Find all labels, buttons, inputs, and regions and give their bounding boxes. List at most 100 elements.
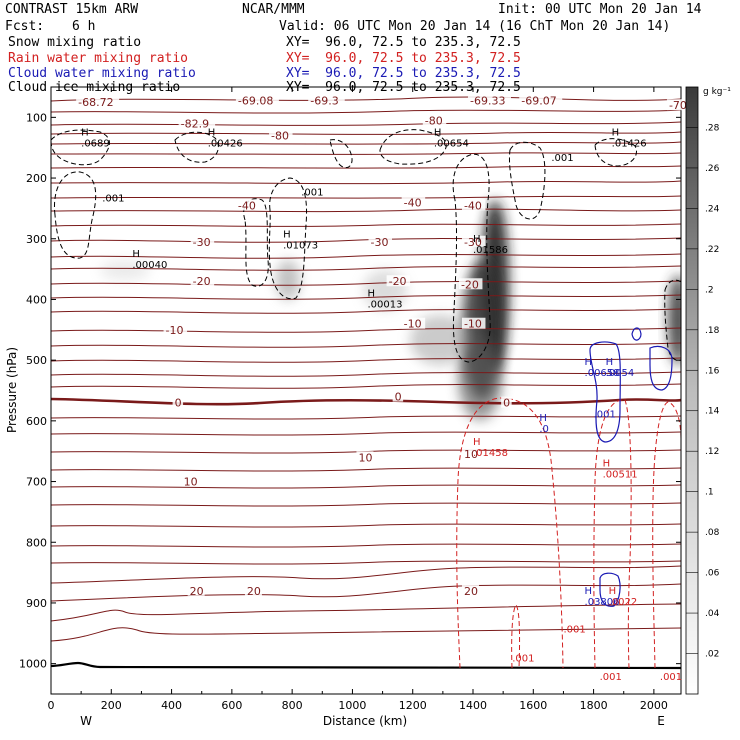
isotherm-label: -40 bbox=[404, 196, 422, 209]
isotherm-label: -20 bbox=[389, 275, 407, 288]
isotherm-label-bg bbox=[190, 275, 215, 287]
colorbar-tick-label: .22 bbox=[705, 245, 719, 255]
rain-water-contours bbox=[456, 397, 681, 669]
isotherm-label-bg bbox=[244, 584, 262, 596]
max-value-label: .00654 bbox=[434, 139, 469, 150]
max-marker-h: H bbox=[606, 357, 614, 368]
isotherm-label: -10 bbox=[464, 318, 482, 331]
max-marker-h: H bbox=[81, 128, 89, 139]
isotherm-label: -30 bbox=[371, 236, 389, 249]
plot-frame bbox=[50, 86, 682, 695]
max-value-label: .01586 bbox=[473, 245, 508, 256]
max-value-label: .01426 bbox=[612, 139, 647, 150]
field-label-cloud-ice: Cloud ice mixing ratio bbox=[8, 80, 181, 95]
max-value-label: .03806 bbox=[585, 597, 620, 608]
isotherm-label-bg bbox=[235, 199, 260, 211]
field-xy-rain: XY= 96.0, 72.5 to 235.3, 72.5 bbox=[286, 51, 521, 66]
x-tick-label: 1800 bbox=[580, 699, 608, 712]
colorbar-tick-label: .16 bbox=[705, 366, 720, 376]
isotherm-label: -69.3 bbox=[310, 94, 338, 107]
isotherm-label: -70 bbox=[669, 99, 687, 112]
isotherm-label: -20 bbox=[193, 275, 211, 288]
west-end-label: W bbox=[80, 714, 92, 728]
isotherm-label: -30 bbox=[193, 236, 211, 249]
valid-time: Valid: 06 UTC Mon 20 Jan 14 (16 ChT Mon … bbox=[279, 19, 671, 34]
colorbar-tick-label: .26 bbox=[705, 164, 720, 174]
contour-value-label: .001 bbox=[600, 672, 622, 683]
y-tick-label: 100 bbox=[26, 111, 47, 124]
contour-value-label: .001 bbox=[563, 624, 585, 635]
max-value-label: .00040 bbox=[132, 260, 167, 271]
x-tick-label: 0 bbox=[48, 699, 55, 712]
isotherm-label: 20 bbox=[190, 585, 204, 598]
isotherm-label-bg bbox=[356, 451, 374, 463]
isotherm-label-bg bbox=[501, 396, 512, 408]
y-tick-label: 900 bbox=[26, 597, 47, 610]
org-label: NCAR/MMM bbox=[242, 2, 305, 17]
max-marker-h: H bbox=[609, 586, 617, 597]
y-tick-label: 400 bbox=[26, 293, 47, 306]
isotherm-label-bg bbox=[458, 278, 483, 290]
max-value-label: .00511 bbox=[603, 469, 638, 480]
isotherm-label: 10 bbox=[358, 451, 372, 464]
x-tick-label: 1400 bbox=[459, 699, 487, 712]
x-tick-label: 200 bbox=[101, 699, 122, 712]
max-marker-h: H bbox=[473, 234, 481, 245]
isotherm-label: -80 bbox=[271, 130, 289, 143]
max-value-label: .01073 bbox=[283, 241, 318, 252]
isotherm-label: 0 bbox=[503, 397, 510, 410]
contour-value-label: .001 bbox=[594, 410, 616, 421]
x-tick-label: 2000 bbox=[640, 699, 668, 712]
contour-value-label: .001 bbox=[102, 193, 124, 204]
isotherm-label-bg bbox=[308, 94, 345, 106]
max-marker-h: H bbox=[208, 128, 216, 139]
isotherm-label-bg bbox=[666, 99, 691, 111]
max-marker-h: H bbox=[473, 437, 481, 448]
contour-value-label: .001 bbox=[301, 187, 323, 198]
max-marker-h: H bbox=[434, 128, 442, 139]
y-tick-label: 600 bbox=[26, 415, 47, 428]
isotherm-label-bg bbox=[368, 235, 393, 247]
maximum-labels: H.0689H.00426H.00654H.01426H.00040H.0107… bbox=[81, 128, 647, 608]
cloud-water-contours bbox=[589, 327, 673, 607]
isotherm-label: -20 bbox=[461, 278, 479, 291]
temperature-isotherms bbox=[51, 96, 681, 642]
x-axis: 0 200 400 600 800 1000 1200 1400 1600 1800 2000 bbox=[48, 87, 668, 712]
isotherm-label: 10 bbox=[464, 448, 478, 461]
colorbar-tick-label: .14 bbox=[705, 407, 720, 417]
field-label-cloud-water: Cloud water mixing ratio bbox=[8, 66, 196, 81]
x-tick-label: 400 bbox=[161, 699, 182, 712]
isotherm-label: -69.08 bbox=[238, 94, 273, 107]
max-value-label: .00013 bbox=[368, 299, 403, 310]
forecast-hours: 6 h bbox=[72, 19, 96, 34]
y-tick-label: 300 bbox=[26, 233, 47, 246]
field-label-snow: Snow mixing ratio bbox=[8, 35, 142, 50]
x-axis-label: Distance (km) bbox=[323, 714, 407, 728]
x-tick-label: 600 bbox=[221, 699, 242, 712]
y-tick-label: 700 bbox=[26, 476, 47, 489]
max-value-label: .0054 bbox=[606, 368, 635, 379]
x-tick-label: 1600 bbox=[519, 699, 547, 712]
max-marker-h: H bbox=[612, 128, 620, 139]
model-title: CONTRAST 15km ARW bbox=[5, 2, 139, 17]
isotherm-label: 20 bbox=[247, 585, 261, 598]
isotherm-label-bg bbox=[401, 196, 426, 208]
contour-value-labels: .001 .001 .001 .001 .001 .001 .001 .001 bbox=[102, 153, 682, 683]
x-tick-label: 800 bbox=[282, 699, 303, 712]
colorbar-unit: g kg⁻¹ bbox=[703, 87, 731, 97]
contour-value-label: .001 bbox=[551, 153, 573, 164]
max-value-label: .0689 bbox=[81, 139, 110, 150]
isotherm-label-bg bbox=[172, 396, 184, 408]
isotherm-label-bg bbox=[467, 94, 511, 106]
x-tick-label: 1000 bbox=[338, 699, 366, 712]
field-xy-cloud-water: XY= 96.0, 72.5 to 235.3, 72.5 bbox=[286, 66, 521, 81]
isotherm-label: -10 bbox=[404, 318, 422, 331]
colorbar-tick-label: .18 bbox=[705, 326, 720, 336]
max-marker-h: H bbox=[539, 413, 547, 424]
colorbar-tick-label: .2 bbox=[705, 285, 714, 295]
isotherm-label-bg bbox=[392, 390, 404, 402]
isotherm-label-bg bbox=[519, 94, 563, 106]
max-marker-h: H bbox=[368, 288, 376, 299]
isotherm-label: -69.07 bbox=[521, 94, 556, 107]
